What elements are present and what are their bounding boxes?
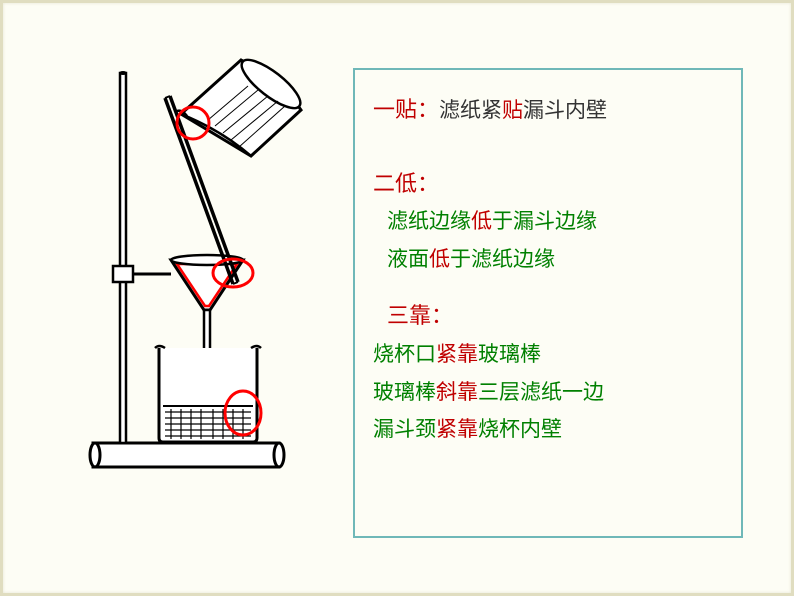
s3l2-hl: 斜靠 [436, 380, 478, 404]
s2l1-hl: 低 [471, 209, 492, 233]
s2l1-post: 于漏斗边缘 [492, 209, 597, 233]
slide-container: 一贴：滤纸紧贴漏斗内壁 二低： 滤纸边缘低于漏斗边缘 液面低于滤纸边缘 三靠： … [0, 0, 794, 596]
s3l1-post: 玻璃棒 [478, 342, 541, 366]
s2-line1: 滤纸边缘低于漏斗边缘 [387, 205, 723, 239]
s3-line3: 漏斗颈紧靠烧杯内壁 [373, 413, 723, 447]
base-right-cap [274, 443, 284, 467]
s3l2-pre: 玻璃棒 [373, 380, 436, 404]
s1-pre: 滤纸紧 [439, 98, 502, 122]
s3l2-post: 三层滤纸一边 [478, 380, 604, 404]
clamp-block [113, 266, 133, 282]
s2-head: 二低： [373, 171, 439, 196]
s2l1-pre: 滤纸边缘 [387, 209, 471, 233]
rules-text-box: 一贴：滤纸紧贴漏斗内壁 二低： 滤纸边缘低于漏斗边缘 液面低于滤纸边缘 三靠： … [353, 68, 743, 538]
s3l1-pre: 烧杯口 [373, 342, 436, 366]
rod-top [119, 71, 127, 75]
stand-rod [120, 73, 126, 443]
apparatus-svg [73, 48, 323, 478]
s2l2-hl: 低 [429, 247, 450, 271]
beaker-lip-left [155, 346, 165, 348]
s1-head: 一贴： [373, 97, 439, 122]
s3-line2: 玻璃棒斜靠三层滤纸一边 [373, 376, 723, 410]
stand-base [93, 443, 279, 467]
s2l2-post: 于滤纸边缘 [450, 247, 555, 271]
beaker-lip-right [251, 346, 261, 348]
s3-line1: 烧杯口紧靠玻璃棒 [373, 338, 723, 372]
receiving-beaker [159, 348, 257, 442]
s2l2-pre: 液面 [387, 247, 429, 271]
base-left-cap [90, 443, 100, 467]
s3l1-hl: 紧靠 [436, 342, 478, 366]
filtration-diagram [73, 48, 323, 478]
s3l3-hl: 紧靠 [436, 417, 478, 441]
s3l3-pre: 漏斗颈 [373, 417, 436, 441]
pouring-beaker [175, 52, 307, 156]
section-3-head: 三靠： [387, 298, 723, 334]
s1-post: 漏斗内壁 [523, 98, 607, 122]
s2-line2: 液面低于滤纸边缘 [387, 243, 723, 277]
s1-hl: 贴 [502, 98, 523, 122]
s3l3-post: 烧杯内壁 [478, 417, 562, 441]
section-1: 一贴：滤纸紧贴漏斗内壁 [373, 92, 723, 128]
s3-head: 三靠： [387, 303, 453, 328]
section-2-head: 二低： [373, 166, 723, 202]
